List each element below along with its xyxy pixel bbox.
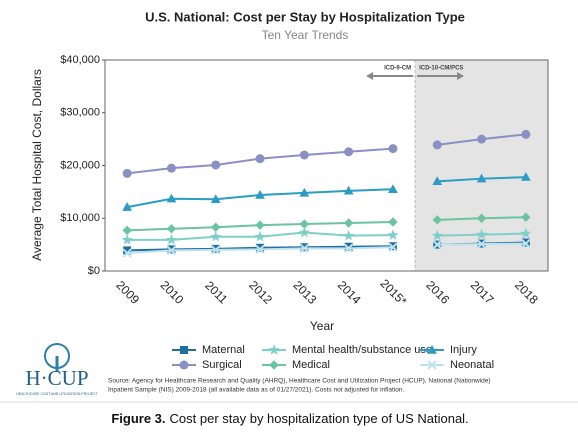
marker	[122, 225, 132, 236]
legend-label: Injury	[450, 344, 477, 356]
series	[122, 212, 531, 236]
marker	[210, 230, 222, 242]
series	[122, 172, 531, 211]
marker	[255, 220, 265, 230]
marker	[344, 242, 353, 251]
plot-frame	[104, 59, 549, 272]
marker	[299, 150, 309, 160]
marker	[521, 129, 531, 139]
marker	[432, 239, 442, 250]
marker	[427, 344, 437, 354]
period-arrow-head	[366, 72, 374, 80]
marker	[122, 168, 132, 178]
marker	[521, 212, 531, 222]
marker	[431, 229, 443, 241]
marker	[254, 230, 266, 242]
period-label: ICD-9-CM	[384, 66, 411, 72]
marker	[179, 360, 189, 370]
marker	[388, 144, 398, 154]
marker	[299, 243, 310, 254]
marker	[388, 217, 398, 227]
marker	[255, 154, 265, 164]
marker	[387, 229, 399, 240]
y-tick-label: $20,000	[60, 159, 100, 171]
marker	[343, 185, 354, 195]
marker	[432, 140, 442, 150]
legend-label: Maternal	[202, 344, 245, 356]
y-tick-label: $40,000	[60, 54, 100, 66]
legend-label: Mental health/substance use	[292, 344, 432, 356]
marker	[476, 239, 487, 249]
legend-label: Surgical	[202, 359, 242, 371]
marker	[166, 245, 177, 256]
marker	[521, 238, 531, 249]
marker	[477, 134, 487, 144]
marker	[475, 228, 488, 240]
marker	[299, 219, 310, 229]
marker	[427, 360, 437, 370]
marker	[388, 242, 398, 252]
y-tick-label: $10,000	[60, 212, 100, 224]
logo: H·CUP HEALTHCARE COST AND UTILIZATION PR…	[16, 343, 99, 396]
marker	[256, 243, 265, 252]
marker	[255, 244, 265, 255]
legend-label: Neonatal	[450, 359, 494, 371]
marker	[211, 160, 221, 170]
marker	[210, 194, 221, 203]
marker	[343, 243, 354, 254]
marker	[166, 193, 177, 203]
marker	[343, 229, 355, 241]
marker	[269, 360, 279, 370]
source-text: Source: Agency for Healthcare Research a…	[108, 378, 491, 385]
series	[122, 129, 531, 178]
logo-subtitle: HEALTHCARE COST AND UTILIZATION PROJECT	[16, 392, 98, 396]
y-tick-label: $0	[88, 265, 100, 277]
marker	[165, 233, 178, 245]
marker	[344, 147, 354, 157]
source-text: Inpatient Sample (NIS) 2009-2018 (all av…	[108, 387, 404, 394]
marker	[432, 215, 442, 225]
marker	[520, 227, 532, 239]
marker	[521, 172, 531, 181]
legend-label: Medical	[292, 359, 330, 371]
marker	[166, 224, 177, 234]
marker	[211, 245, 221, 255]
marker	[432, 176, 443, 186]
marker	[180, 346, 188, 354]
marker	[299, 187, 310, 197]
period-arrow-head	[457, 72, 465, 80]
marker	[388, 184, 398, 193]
figure-caption: Figure 3. Cost per stay by hospitalizatio…	[111, 411, 468, 426]
marker	[121, 233, 133, 245]
marker	[268, 344, 280, 355]
chart-subtitle: Ten Year Trends	[262, 28, 349, 42]
marker	[255, 190, 265, 199]
marker	[166, 163, 176, 173]
caption-text: Cost per stay by hospitalization type of…	[170, 411, 469, 426]
marker	[122, 248, 132, 258]
y-axis-label: Average Total Hospital Cost, Dollars	[30, 69, 44, 261]
x-axis-label: Year	[310, 319, 334, 333]
marker	[476, 173, 487, 183]
series	[121, 226, 532, 245]
marker	[211, 222, 221, 232]
caption-label: Figure 3.	[111, 411, 165, 426]
y-tick-label: $30,000	[60, 107, 100, 119]
marker	[122, 202, 132, 211]
chart-title: U.S. National: Cost per Stay by Hospital…	[145, 9, 465, 24]
marker	[343, 218, 354, 228]
logo-text: H·CUP	[25, 366, 88, 390]
period-label: ICD-10-CM/PCS	[419, 66, 463, 72]
marker	[476, 213, 487, 223]
marker	[298, 226, 310, 238]
series	[122, 238, 531, 258]
